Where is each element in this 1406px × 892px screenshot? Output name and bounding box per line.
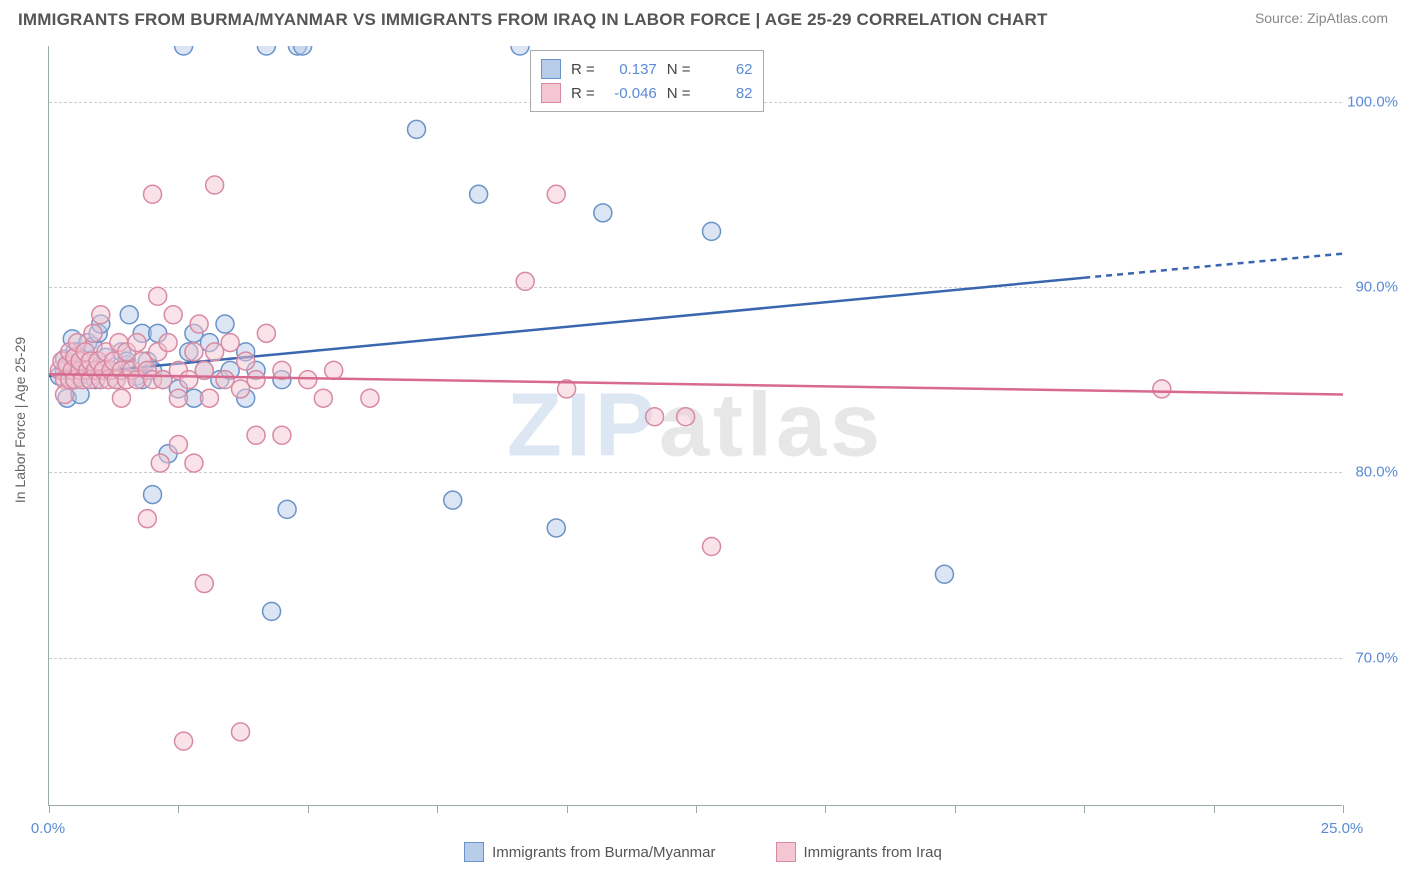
scatter-point bbox=[273, 426, 291, 444]
plot-svg bbox=[49, 46, 1343, 806]
scatter-point bbox=[195, 575, 213, 593]
scatter-point bbox=[677, 408, 695, 426]
scatter-point bbox=[361, 389, 379, 407]
legend-r-value-2: -0.046 bbox=[605, 85, 657, 102]
x-tick bbox=[955, 805, 956, 813]
scatter-point bbox=[120, 306, 138, 324]
scatter-point bbox=[278, 500, 296, 518]
x-tick bbox=[178, 805, 179, 813]
scatter-point bbox=[703, 222, 721, 240]
x-tick bbox=[825, 805, 826, 813]
legend-bottom-swatch-2 bbox=[776, 842, 796, 862]
scatter-point bbox=[190, 315, 208, 333]
legend-row-series-1: R = 0.137 N = 62 bbox=[541, 57, 753, 81]
scatter-point bbox=[247, 371, 265, 389]
x-tick bbox=[1214, 805, 1215, 813]
scatter-point bbox=[247, 426, 265, 444]
y-tick-label: 90.0% bbox=[1355, 278, 1398, 295]
x-tick bbox=[437, 805, 438, 813]
scatter-point bbox=[128, 334, 146, 352]
x-tick bbox=[49, 805, 50, 813]
legend-r-label: R = bbox=[571, 85, 595, 102]
scatter-point bbox=[206, 176, 224, 194]
legend-n-value-1: 62 bbox=[701, 61, 753, 78]
legend-n-value-2: 82 bbox=[701, 85, 753, 102]
scatter-point bbox=[470, 185, 488, 203]
y-tick-label: 70.0% bbox=[1355, 649, 1398, 666]
legend-item-2: Immigrants from Iraq bbox=[776, 842, 942, 862]
x-tick bbox=[308, 805, 309, 813]
legend-n-label: N = bbox=[667, 85, 691, 102]
y-tick-label: 100.0% bbox=[1347, 93, 1398, 110]
x-tick bbox=[1084, 805, 1085, 813]
scatter-point bbox=[232, 723, 250, 741]
scatter-point bbox=[1153, 380, 1171, 398]
scatter-point bbox=[444, 491, 462, 509]
scatter-point bbox=[325, 361, 343, 379]
scatter-point bbox=[175, 732, 193, 750]
legend-bottom-swatch-1 bbox=[464, 842, 484, 862]
chart-title: IMMIGRANTS FROM BURMA/MYANMAR VS IMMIGRA… bbox=[18, 10, 1048, 30]
scatter-point bbox=[407, 120, 425, 138]
scatter-point bbox=[216, 315, 234, 333]
y-axis-title: In Labor Force | Age 25-29 bbox=[12, 337, 28, 503]
legend-r-label: R = bbox=[571, 61, 595, 78]
scatter-point bbox=[646, 408, 664, 426]
legend-item-1: Immigrants from Burma/Myanmar bbox=[464, 842, 715, 862]
scatter-point bbox=[314, 389, 332, 407]
scatter-point bbox=[185, 454, 203, 472]
scatter-point bbox=[144, 486, 162, 504]
legend-row-series-2: R = -0.046 N = 82 bbox=[541, 81, 753, 105]
scatter-point bbox=[149, 287, 167, 305]
scatter-point bbox=[257, 46, 275, 55]
scatter-point bbox=[169, 436, 187, 454]
legend-bottom-label-2: Immigrants from Iraq bbox=[804, 844, 942, 861]
scatter-point bbox=[175, 46, 193, 55]
scatter-point bbox=[159, 334, 177, 352]
scatter-point bbox=[257, 324, 275, 342]
legend-swatch-1 bbox=[541, 59, 561, 79]
scatter-point bbox=[169, 389, 187, 407]
scatter-point bbox=[516, 272, 534, 290]
y-tick-label: 80.0% bbox=[1355, 464, 1398, 481]
scatter-point bbox=[263, 602, 281, 620]
legend-n-label: N = bbox=[667, 61, 691, 78]
x-label-min: 0.0% bbox=[31, 820, 65, 837]
scatter-point bbox=[511, 46, 529, 55]
chart-header: IMMIGRANTS FROM BURMA/MYANMAR VS IMMIGRA… bbox=[0, 0, 1406, 36]
scatter-point bbox=[237, 352, 255, 370]
scatter-point bbox=[547, 185, 565, 203]
legend-bottom-label-1: Immigrants from Burma/Myanmar bbox=[492, 844, 715, 861]
chart-source: Source: ZipAtlas.com bbox=[1255, 10, 1388, 26]
scatter-point bbox=[200, 389, 218, 407]
x-tick bbox=[1343, 805, 1344, 813]
x-tick bbox=[696, 805, 697, 813]
scatter-point bbox=[547, 519, 565, 537]
scatter-point bbox=[138, 510, 156, 528]
scatter-point bbox=[92, 306, 110, 324]
x-label-max: 25.0% bbox=[1321, 820, 1364, 837]
x-tick bbox=[567, 805, 568, 813]
scatter-point bbox=[144, 185, 162, 203]
scatter-point bbox=[703, 537, 721, 555]
scatter-point bbox=[935, 565, 953, 583]
legend-swatch-2 bbox=[541, 83, 561, 103]
scatter-point bbox=[299, 371, 317, 389]
scatter-point bbox=[164, 306, 182, 324]
scatter-point bbox=[221, 334, 239, 352]
scatter-point bbox=[84, 324, 102, 342]
chart-plot-area: ZIPatlas 70.0%80.0%90.0%100.0% bbox=[48, 46, 1342, 806]
trend-line-dashed bbox=[1084, 254, 1343, 278]
scatter-point bbox=[594, 204, 612, 222]
scatter-point bbox=[185, 343, 203, 361]
series-legend: Immigrants from Burma/Myanmar Immigrants… bbox=[0, 842, 1406, 862]
legend-r-value-1: 0.137 bbox=[605, 61, 657, 78]
correlation-legend: R = 0.137 N = 62 R = -0.046 N = 82 bbox=[530, 50, 764, 112]
scatter-point bbox=[151, 454, 169, 472]
scatter-point bbox=[112, 389, 130, 407]
